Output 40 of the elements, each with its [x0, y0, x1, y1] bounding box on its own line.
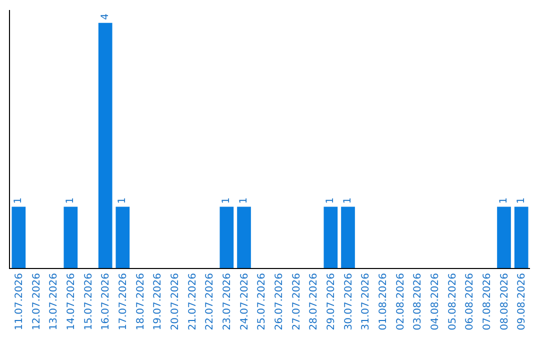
- data-label: 1: [238, 197, 250, 204]
- x-tick-label: 18.07.2026: [135, 273, 146, 330]
- x-tick-label: 23.07.2026: [222, 273, 233, 330]
- x-tick-label: 26.07.2026: [274, 273, 285, 330]
- x-tick-label: 21.07.2026: [187, 273, 198, 330]
- data-label: 1: [13, 197, 24, 204]
- x-tick-label: 31.07.2026: [360, 273, 372, 330]
- data-label: 4: [100, 14, 111, 20]
- x-tick-label: 12.07.2026: [31, 273, 42, 330]
- data-label: 1: [65, 197, 76, 204]
- data-label: 1: [325, 197, 336, 204]
- x-tick-label: 01.08.2026: [378, 273, 389, 330]
- data-label: 1: [498, 197, 510, 204]
- x-tick-label: 03.08.2026: [412, 273, 424, 330]
- data-label: 1: [342, 197, 354, 204]
- x-tick-label: 22.07.2026: [204, 273, 216, 330]
- x-tick-label: 09.08.2026: [516, 273, 528, 330]
- x-tick-label: 20.07.2026: [170, 273, 181, 330]
- x-tick-label: 08.08.2026: [499, 273, 510, 330]
- x-tick-label: 29.07.2026: [326, 273, 337, 330]
- x-tick-label: 30.07.2026: [343, 273, 354, 330]
- x-tick-label: 25.07.2026: [256, 273, 268, 330]
- x-tick-label: 24.07.2026: [239, 273, 250, 330]
- x-tick-label: 19.07.2026: [152, 273, 164, 330]
- x-tick-label: 02.08.2026: [395, 273, 406, 330]
- x-tick-label: 13.07.2026: [48, 273, 60, 330]
- x-tick-label: 27.07.2026: [291, 273, 302, 330]
- x-tick-label: 05.08.2026: [447, 273, 458, 330]
- x-tick-label: 15.07.2026: [83, 273, 94, 330]
- x-tick-label: 28.07.2026: [308, 273, 320, 330]
- x-tick-label: 17.07.2026: [118, 273, 129, 330]
- data-label: 1: [221, 197, 232, 204]
- x-tick-label: 16.07.2026: [100, 273, 112, 330]
- x-tick-label: 04.08.2026: [430, 273, 441, 330]
- data-label: 1: [516, 197, 527, 204]
- x-tick-label: 07.08.2026: [482, 273, 493, 330]
- data-label: 1: [117, 197, 128, 204]
- x-tick-label: 06.08.2026: [464, 273, 476, 330]
- x-tick-label: 11.07.2026: [14, 273, 25, 330]
- x-tick-label: 14.07.2026: [66, 273, 77, 330]
